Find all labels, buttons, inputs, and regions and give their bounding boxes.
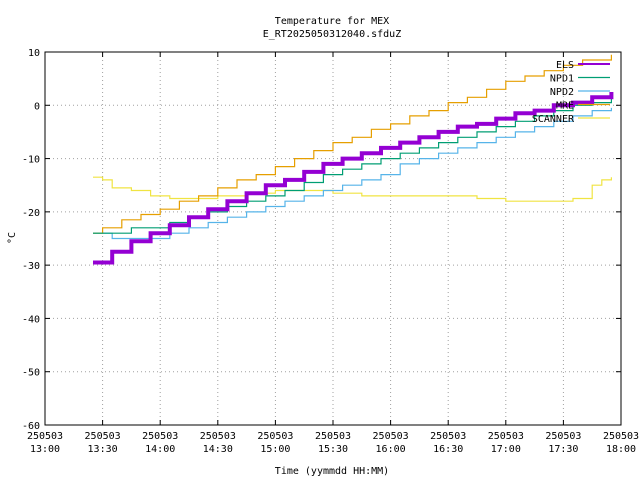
x-tick-label-line: 250503 bbox=[142, 431, 178, 442]
x-tick-label-line: 13:00 bbox=[30, 444, 60, 455]
x-tick-label: 250503 15:00 bbox=[257, 431, 293, 455]
y-tick-label: 10 bbox=[28, 48, 40, 59]
x-tick-label-line: 250503 bbox=[27, 431, 63, 442]
x-tick-label-line: 17:00 bbox=[491, 444, 521, 455]
x-tick-label: 250503 14:00 bbox=[142, 431, 178, 455]
x-tick-label-line: 17:30 bbox=[548, 444, 578, 455]
x-tick-label-line: 16:00 bbox=[376, 444, 406, 455]
x-tick-label-line: 250503 bbox=[603, 431, 639, 442]
y-tick-label: 0 bbox=[34, 101, 40, 112]
x-tick-label: 250503 16:00 bbox=[373, 431, 409, 455]
chart-title: Temperature for MEX bbox=[275, 16, 389, 27]
y-tick-label: -20 bbox=[22, 208, 40, 219]
series-line-mre bbox=[93, 54, 612, 234]
grid bbox=[45, 52, 621, 425]
x-tick-label-line: 250503 bbox=[200, 431, 236, 442]
legend-label: MRE bbox=[556, 101, 574, 112]
chart-subtitle: E_RT2025050312040.sfduZ bbox=[263, 29, 401, 40]
series-line-els bbox=[93, 92, 614, 265]
x-tick-label-line: 250503 bbox=[373, 431, 409, 442]
y-tick-label: -60 bbox=[22, 421, 40, 432]
x-tick-label: 250503 13:00 bbox=[27, 431, 63, 455]
x-tick-label-line: 15:00 bbox=[260, 444, 290, 455]
legend: ELS NPD1 NPD2 MRE SCANNER bbox=[532, 60, 610, 125]
legend-label: ELS bbox=[556, 60, 574, 71]
x-tick-label: 250503 17:30 bbox=[545, 431, 581, 455]
x-tick-label-line: 13:30 bbox=[88, 444, 118, 455]
x-tick-label: 250503 17:00 bbox=[488, 431, 524, 455]
legend-label: SCANNER bbox=[532, 114, 575, 125]
y-axis-label: °C bbox=[7, 232, 18, 244]
x-axis-label: Time (yymmdd HH:MM) bbox=[275, 466, 389, 477]
y-tick-label: -40 bbox=[22, 314, 40, 325]
x-tick-label-line: 250503 bbox=[488, 431, 524, 442]
x-tick-label: 250503 15:30 bbox=[315, 431, 351, 455]
x-tick-label-line: 250503 bbox=[257, 431, 293, 442]
series-layer bbox=[93, 54, 614, 265]
series-line-npd2 bbox=[93, 107, 612, 240]
y-tick-label: -30 bbox=[22, 261, 40, 272]
x-tick-label: 250503 13:30 bbox=[85, 431, 121, 455]
x-tick-label-line: 15:30 bbox=[318, 444, 348, 455]
x-tick-label-line: 250503 bbox=[430, 431, 466, 442]
y-tick-label: -10 bbox=[22, 155, 40, 166]
x-tick-label-line: 18:00 bbox=[606, 444, 636, 455]
x-tick-label-line: 14:30 bbox=[203, 444, 233, 455]
y-tick-label: -50 bbox=[22, 368, 40, 379]
x-tick-label-line: 250503 bbox=[315, 431, 351, 442]
x-tick-label-line: 250503 bbox=[85, 431, 121, 442]
x-tick-label-line: 14:00 bbox=[145, 444, 175, 455]
x-tick-label-line: 250503 bbox=[545, 431, 581, 442]
legend-label: NPD2 bbox=[550, 87, 574, 98]
series-line-scanner bbox=[93, 176, 612, 202]
x-tick-label: 250503 18:00 bbox=[603, 431, 639, 455]
legend-label: NPD1 bbox=[550, 74, 574, 85]
x-tick-label-line: 16:30 bbox=[433, 444, 463, 455]
x-tick-label: 250503 14:30 bbox=[200, 431, 236, 455]
x-tick-label: 250503 16:30 bbox=[430, 431, 466, 455]
